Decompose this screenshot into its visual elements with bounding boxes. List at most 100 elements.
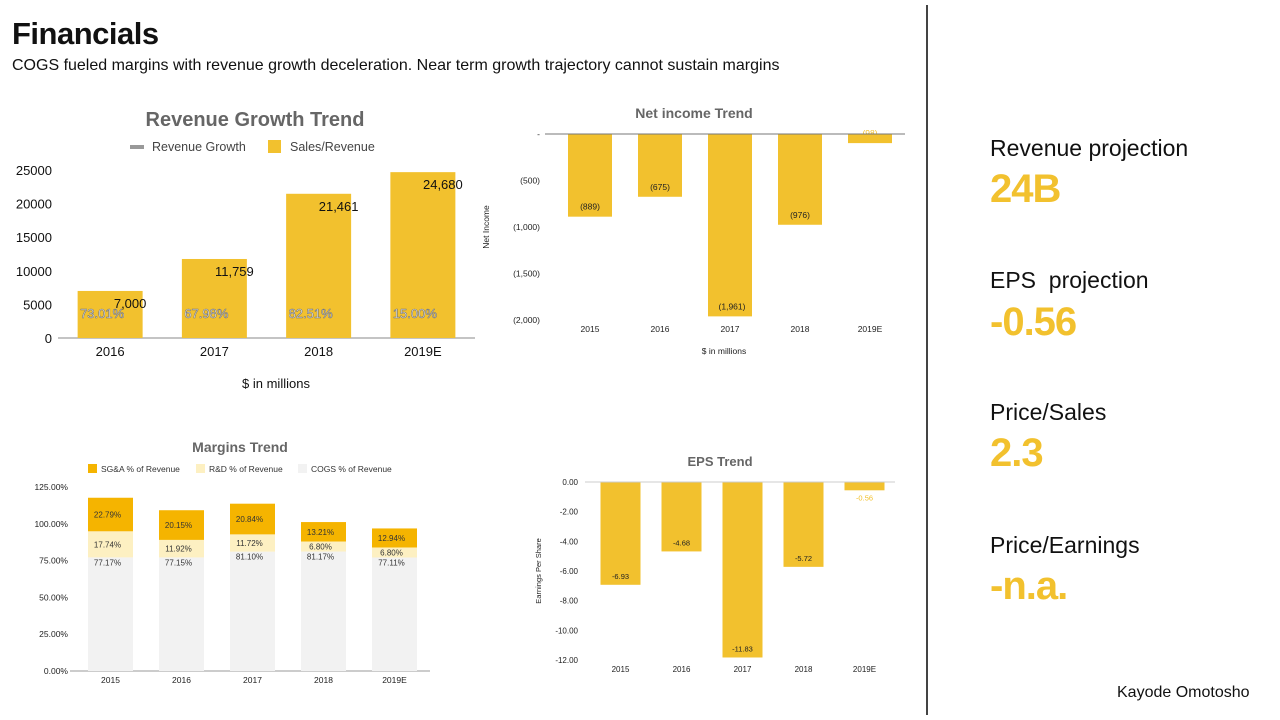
price-earnings-label: Price/Earnings [990, 532, 1140, 558]
x-tick-label: 2018 [314, 675, 333, 685]
data-label: (675) [650, 182, 670, 192]
x-tick-label: 2019E [858, 324, 883, 334]
y-tick-label: 125.00% [34, 482, 68, 492]
x-axis-label: $ in millions [242, 376, 310, 391]
data-label: 21,461 [319, 199, 359, 214]
y-tick-label: 0.00 [562, 478, 578, 487]
data-label: 11,759 [215, 264, 254, 279]
x-tick-label: 2016 [172, 675, 191, 685]
eps-chart: EPS Trend 0.00 -2.00 -4.00 -6.00 -8.00 -10.00 -… [534, 454, 895, 674]
y-tick-label: -12.00 [555, 656, 578, 665]
bar-segment [301, 541, 346, 552]
bar-segment [372, 557, 417, 671]
data-label: 81.17% [307, 553, 334, 562]
bar-segment [159, 510, 204, 540]
x-tick-label: 2017 [243, 675, 262, 685]
bar-segment [301, 551, 346, 671]
data-label: 7,000 [114, 296, 147, 311]
bar [181, 258, 247, 338]
legend-label: Revenue Growth [152, 140, 246, 154]
net-income-chart: Net income Trend - (500) (1,000) (1,500) (2,0… [481, 105, 905, 356]
y-tick-label: 50.00% [39, 592, 68, 602]
y-tick-label: -2.00 [560, 508, 579, 517]
price-earnings-value: -n.a. [990, 564, 1068, 608]
legend-label: Sales/Revenue [290, 140, 375, 154]
y-tick-label: -6.00 [560, 567, 579, 576]
y-tick-label: 100.00% [34, 519, 68, 529]
data-label: 24,680 [423, 177, 463, 192]
y-tick-label: 15000 [16, 230, 52, 245]
bar-segment [372, 528, 417, 548]
bar-segment [88, 557, 133, 671]
legend-label: SG&A % of Revenue [101, 464, 180, 474]
page-subtitle: COGS fueled margins with revenue growth … [12, 57, 780, 74]
bar [722, 482, 763, 658]
legend-label: R&D % of Revenue [209, 464, 283, 474]
bar [390, 172, 456, 338]
x-tick-label: 2015 [101, 675, 120, 685]
x-tick-label: 2019E [382, 675, 407, 685]
x-tick-label: 2018 [795, 665, 813, 674]
x-tick-label: 2017 [721, 324, 740, 334]
x-tick-label: 2018 [791, 324, 810, 334]
bar-segment [372, 547, 417, 558]
eps-projection-label: EPS projection [990, 267, 1149, 293]
y-tick-label: 0 [45, 331, 52, 346]
chart-title: Net income Trend [635, 105, 752, 121]
bar [661, 482, 702, 552]
growth-label: 15.00% [393, 306, 438, 321]
data-label: 77.17% [94, 558, 121, 567]
data-label: 13.21% [307, 528, 334, 537]
bar [708, 134, 752, 317]
y-tick-label: 0.00% [44, 666, 69, 676]
growth-label: 73.01% [80, 306, 125, 321]
revenue-growth-chart: Revenue Growth Trend Revenue Growth Sales/… [16, 109, 475, 391]
bar [638, 134, 682, 197]
data-label: (1,961) [719, 301, 746, 311]
x-tick-label: 2019E [404, 344, 442, 359]
data-label: 12.94% [378, 534, 405, 543]
revenue-projection-label: Revenue projection [990, 135, 1189, 161]
x-tick-label: 2015 [581, 324, 600, 334]
x-tick-label: 2016 [96, 344, 125, 359]
x-tick-label: 2016 [651, 324, 670, 334]
y-tick-label: -4.00 [560, 537, 579, 546]
y-tick-label: 10000 [16, 264, 52, 279]
bar-segment [230, 551, 275, 671]
eps-projection-value: -0.56 [990, 300, 1077, 344]
y-tick-label: (1,000) [513, 222, 540, 232]
bar-segment [88, 531, 133, 558]
x-tick-label: 2019E [853, 665, 876, 674]
y-tick-label: 25000 [16, 163, 52, 178]
legend-swatch [298, 464, 307, 473]
bar [844, 482, 885, 491]
legend-swatch [196, 464, 205, 473]
bar-segment [88, 497, 133, 532]
margins-chart: Margins Trend SG&A % of Revenue R&D % of R… [34, 439, 430, 685]
bar [783, 482, 824, 567]
y-tick-label: (1,500) [513, 269, 540, 279]
bar-segment [159, 557, 204, 671]
bar-segment [301, 522, 346, 542]
y-tick-label: - [537, 129, 540, 139]
data-label: 17.74% [94, 540, 121, 549]
y-axis-label: Earnings Per Share [534, 538, 543, 603]
bar [848, 134, 892, 144]
x-tick-label: 2015 [612, 665, 630, 674]
bar [600, 482, 641, 585]
y-tick-label: 75.00% [39, 556, 68, 566]
chart-title: Revenue Growth Trend [146, 109, 365, 131]
price-sales-value: 2.3 [990, 431, 1044, 475]
data-label: 20.15% [165, 521, 192, 530]
page-title: Financials [12, 16, 159, 51]
data-label: -11.83 [732, 644, 753, 653]
data-label: 11.92% [165, 545, 192, 554]
y-tick-label: (2,000) [513, 315, 540, 325]
data-label: (976) [790, 210, 810, 220]
y-tick-label: 20000 [16, 197, 52, 212]
data-label: (98) [862, 128, 877, 138]
x-tick-label: 2018 [304, 344, 333, 359]
legend-label: COGS % of Revenue [311, 464, 392, 474]
x-axis-label: $ in millions [702, 346, 746, 356]
data-label: 6.80% [380, 548, 403, 557]
